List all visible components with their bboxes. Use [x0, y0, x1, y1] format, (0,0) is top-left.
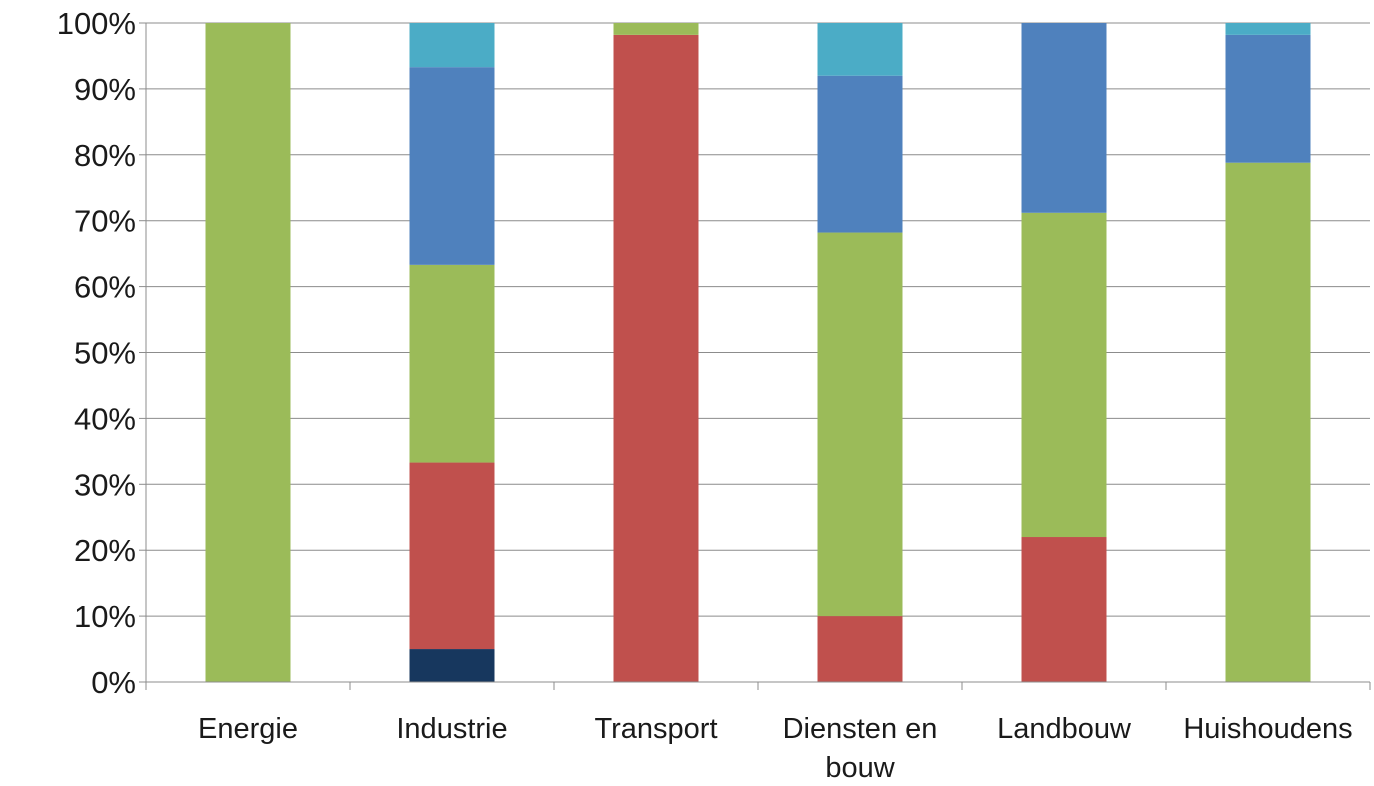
bar-segment-4-3 — [1021, 23, 1107, 213]
bar-segment-1-2 — [409, 264, 495, 463]
bar-segment-1-1 — [409, 462, 495, 650]
bar-segment-1-0 — [409, 649, 495, 682]
x-category-label: Energie — [198, 713, 298, 745]
y-tick-label: 70% — [74, 204, 136, 239]
y-tick-label: 100% — [57, 6, 136, 41]
axes — [139, 22, 1371, 690]
gridlines — [146, 22, 1370, 617]
bar-segment-4-1 — [1021, 537, 1107, 682]
bar-segment-1-4 — [409, 23, 495, 68]
y-tick-label: 30% — [74, 467, 136, 502]
bar-segment-3-3 — [817, 75, 903, 233]
y-tick-label: 50% — [74, 336, 136, 371]
x-category-label: Landbouw — [997, 713, 1132, 745]
y-tick-label: 10% — [74, 599, 136, 634]
bar-segment-5-4 — [1225, 23, 1311, 35]
y-tick-label: 0% — [91, 665, 136, 700]
bar-segment-4-2 — [1021, 212, 1107, 538]
bar-segment-2-2 — [613, 23, 699, 35]
bar-segment-3-1 — [817, 616, 903, 682]
y-tick-label: 60% — [74, 270, 136, 305]
y-tick-label: 20% — [74, 533, 136, 568]
y-tick-label: 40% — [74, 401, 136, 436]
bars — [205, 23, 1311, 682]
x-category-label: Huishoudens — [1183, 713, 1352, 745]
bar-segment-0-2 — [205, 23, 291, 682]
x-category-label: bouw — [825, 752, 895, 784]
x-category-label: Transport — [594, 713, 717, 745]
labels: 0% 10% 20% 30% 40% 50% 60% 70% 80% 90% 100% Energie… — [57, 6, 1353, 784]
bar-segment-1-3 — [409, 67, 495, 265]
x-category-label: Industrie — [396, 713, 507, 745]
bar-segment-5-3 — [1225, 34, 1311, 163]
y-tick-label: 90% — [74, 72, 136, 107]
bar-segment-5-2 — [1225, 162, 1311, 682]
x-category-label: Diensten en — [783, 713, 938, 745]
bar-segment-3-4 — [817, 23, 903, 76]
y-tick-label: 80% — [74, 138, 136, 173]
bar-segment-3-2 — [817, 232, 903, 617]
bar-segment-2-1 — [613, 34, 699, 682]
